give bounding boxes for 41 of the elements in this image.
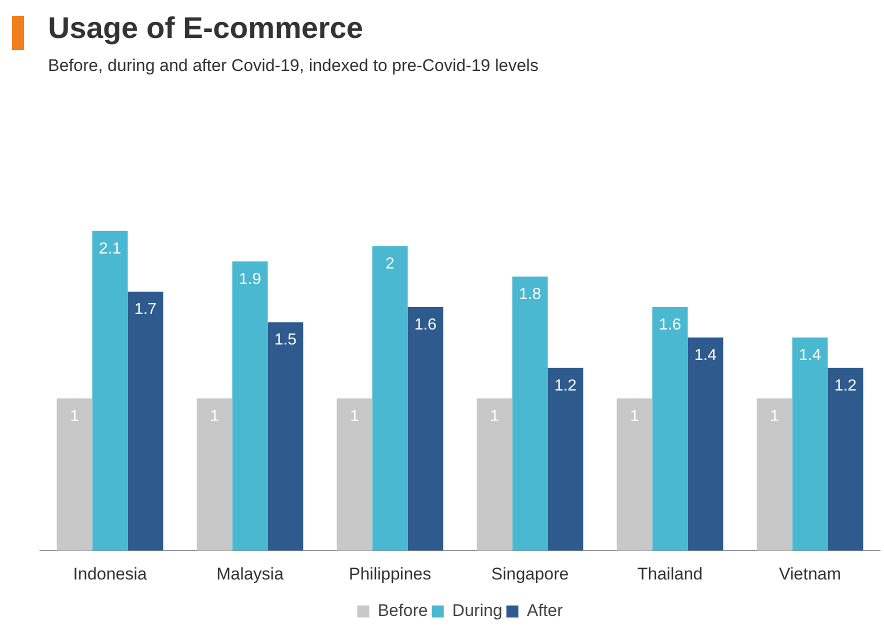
legend-label: During [452, 601, 502, 620]
data-label: 1.4 [798, 346, 822, 364]
bar [512, 276, 548, 551]
bar [232, 261, 268, 551]
data-label: 1.7 [134, 301, 157, 318]
data-label: 1.8 [518, 286, 542, 303]
data-label: 2.1 [98, 240, 122, 258]
bar [268, 322, 304, 551]
bar [652, 307, 688, 551]
data-label: 1.5 [274, 332, 297, 349]
bar [92, 230, 128, 551]
bar [372, 246, 408, 551]
bar [548, 368, 584, 551]
data-label: 1.9 [238, 270, 262, 288]
data-label: 1.6 [658, 316, 682, 334]
data-label: 1.2 [554, 377, 577, 394]
bar [128, 292, 164, 551]
chart-title: Usage of E-commerce [48, 12, 364, 46]
legend-label: Before [378, 601, 428, 620]
x-tick-label: Indonesia [73, 564, 148, 584]
bar [688, 337, 724, 551]
bar [56, 398, 92, 551]
bar [336, 398, 372, 551]
data-label: 1.2 [834, 377, 857, 394]
legend-label: After [526, 601, 564, 620]
x-tick-label: Thailand [637, 564, 703, 584]
bar [828, 368, 864, 551]
data-label: 1.6 [414, 316, 437, 334]
chart-subtitle: Before, during and after Covid-19, indexed to pre-Covid-19 levels [48, 56, 538, 76]
bar [196, 398, 232, 551]
data-label: 2 [386, 256, 395, 273]
x-tick-label: Singapore [491, 564, 569, 584]
data-label: 1.4 [694, 346, 717, 364]
x-tick-label: Vietnam [778, 564, 842, 584]
bar [408, 307, 444, 551]
x-tick-label: Malaysia [216, 564, 284, 584]
bar [616, 398, 652, 551]
x-tick-label: Philippines [348, 564, 432, 584]
bar [792, 337, 828, 551]
bar [756, 398, 792, 551]
bar [476, 398, 512, 551]
